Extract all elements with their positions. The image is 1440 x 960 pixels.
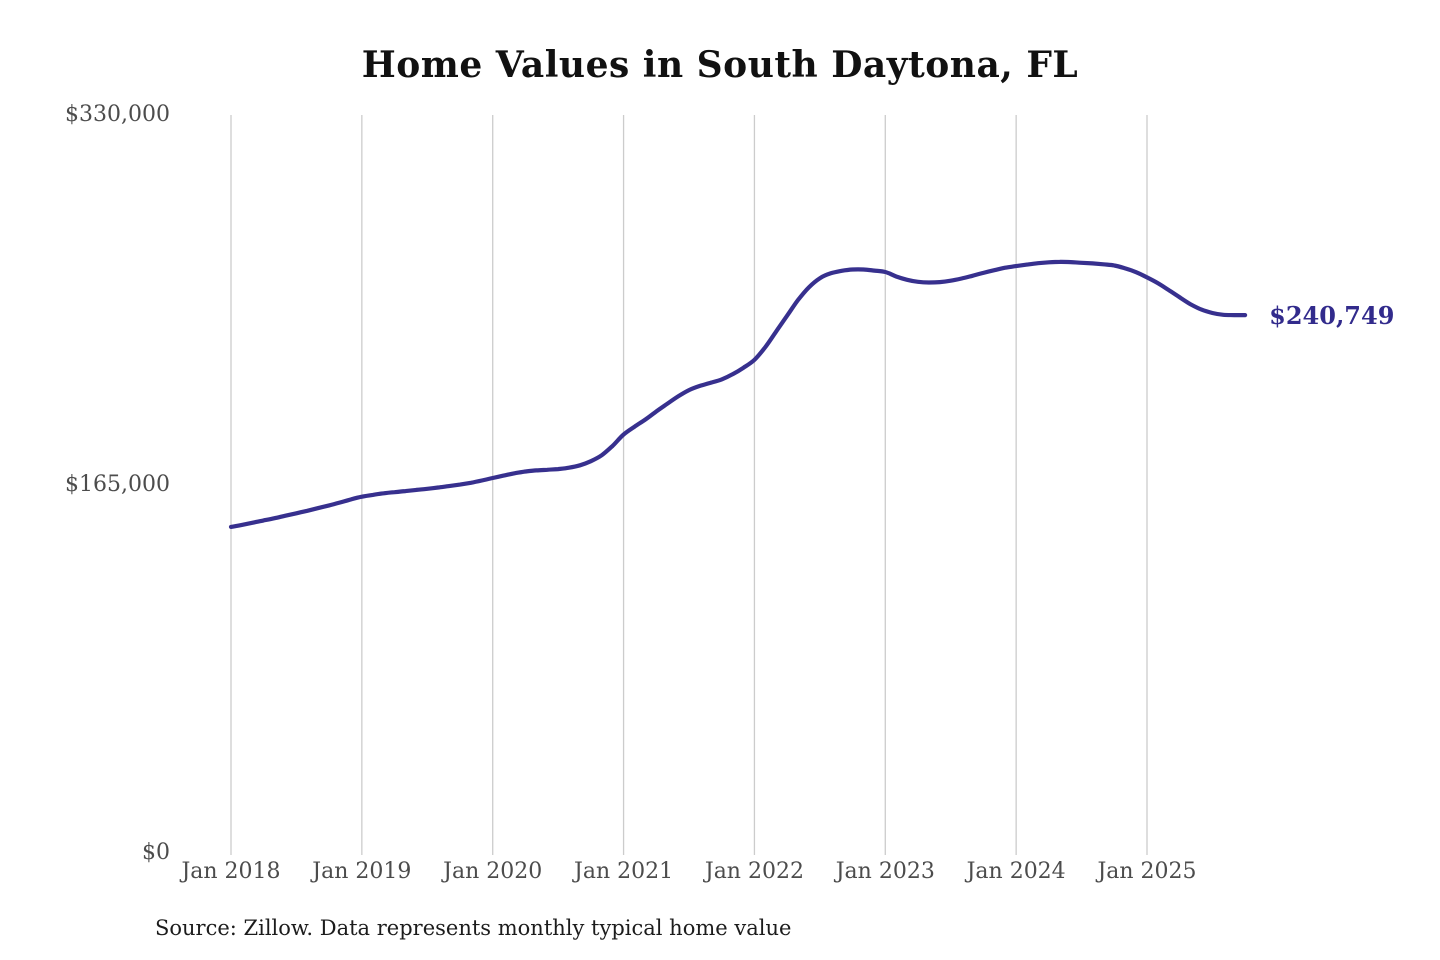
x-axis-tick-jan-2024: Jan 2024 [966,859,1066,884]
x-axis-tick-jan-2018: Jan 2018 [181,859,281,884]
x-axis-tick-jan-2022: Jan 2022 [704,859,804,884]
x-axis-tick-jan-2020: Jan 2020 [443,859,543,884]
latest-value-label: $240,749 [1269,301,1395,331]
x-axis-tick-jan-2019: Jan 2019 [312,859,412,884]
home-value-line [228,259,1248,529]
x-axis-tick-jan-2023: Jan 2023 [835,859,935,884]
y-axis-tick-330000: $330,000 [65,102,170,127]
y-axis-tick-165000: $165,000 [65,472,170,497]
source-note: Source: Zillow. Data represents monthly … [155,916,792,940]
x-axis-tick-jan-2021: Jan 2021 [574,859,674,884]
x-axis-tick-jan-2025: Jan 2025 [1097,859,1197,884]
y-axis-tick-0: $0 [142,840,170,865]
chart-title: Home Values in South Daytona, FL [361,44,1079,86]
